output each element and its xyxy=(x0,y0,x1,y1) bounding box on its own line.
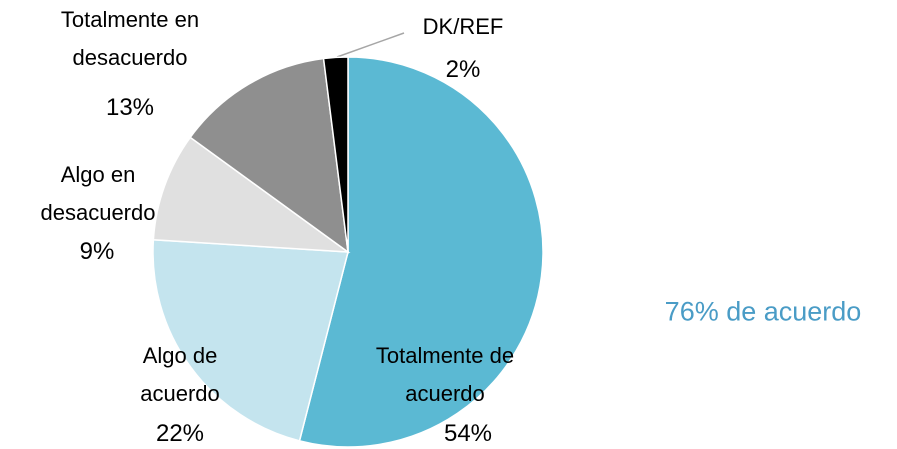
annotation: 76% de acuerdo xyxy=(664,296,862,327)
slice-label: Algo en desacuerdo xyxy=(40,162,156,225)
slice-label: Totalmente en desacuerdo xyxy=(60,7,200,70)
value-label: 9% xyxy=(79,238,115,265)
slice-label: Algo de acuerdo xyxy=(140,343,220,406)
pie-slice xyxy=(298,56,544,448)
slice-label: DK/REF xyxy=(422,14,504,39)
pie-slice xyxy=(322,56,349,253)
pie-slice xyxy=(189,57,349,254)
pie-slice xyxy=(152,238,349,442)
slice-label: Totalmente de acuerdo xyxy=(375,343,515,406)
value-label: 22% xyxy=(155,420,205,447)
value-label: 2% xyxy=(445,56,481,83)
value-label: 13% xyxy=(105,94,155,121)
pie-slice xyxy=(152,136,351,253)
leader-line xyxy=(336,32,405,58)
value-label: 54% xyxy=(443,420,493,447)
